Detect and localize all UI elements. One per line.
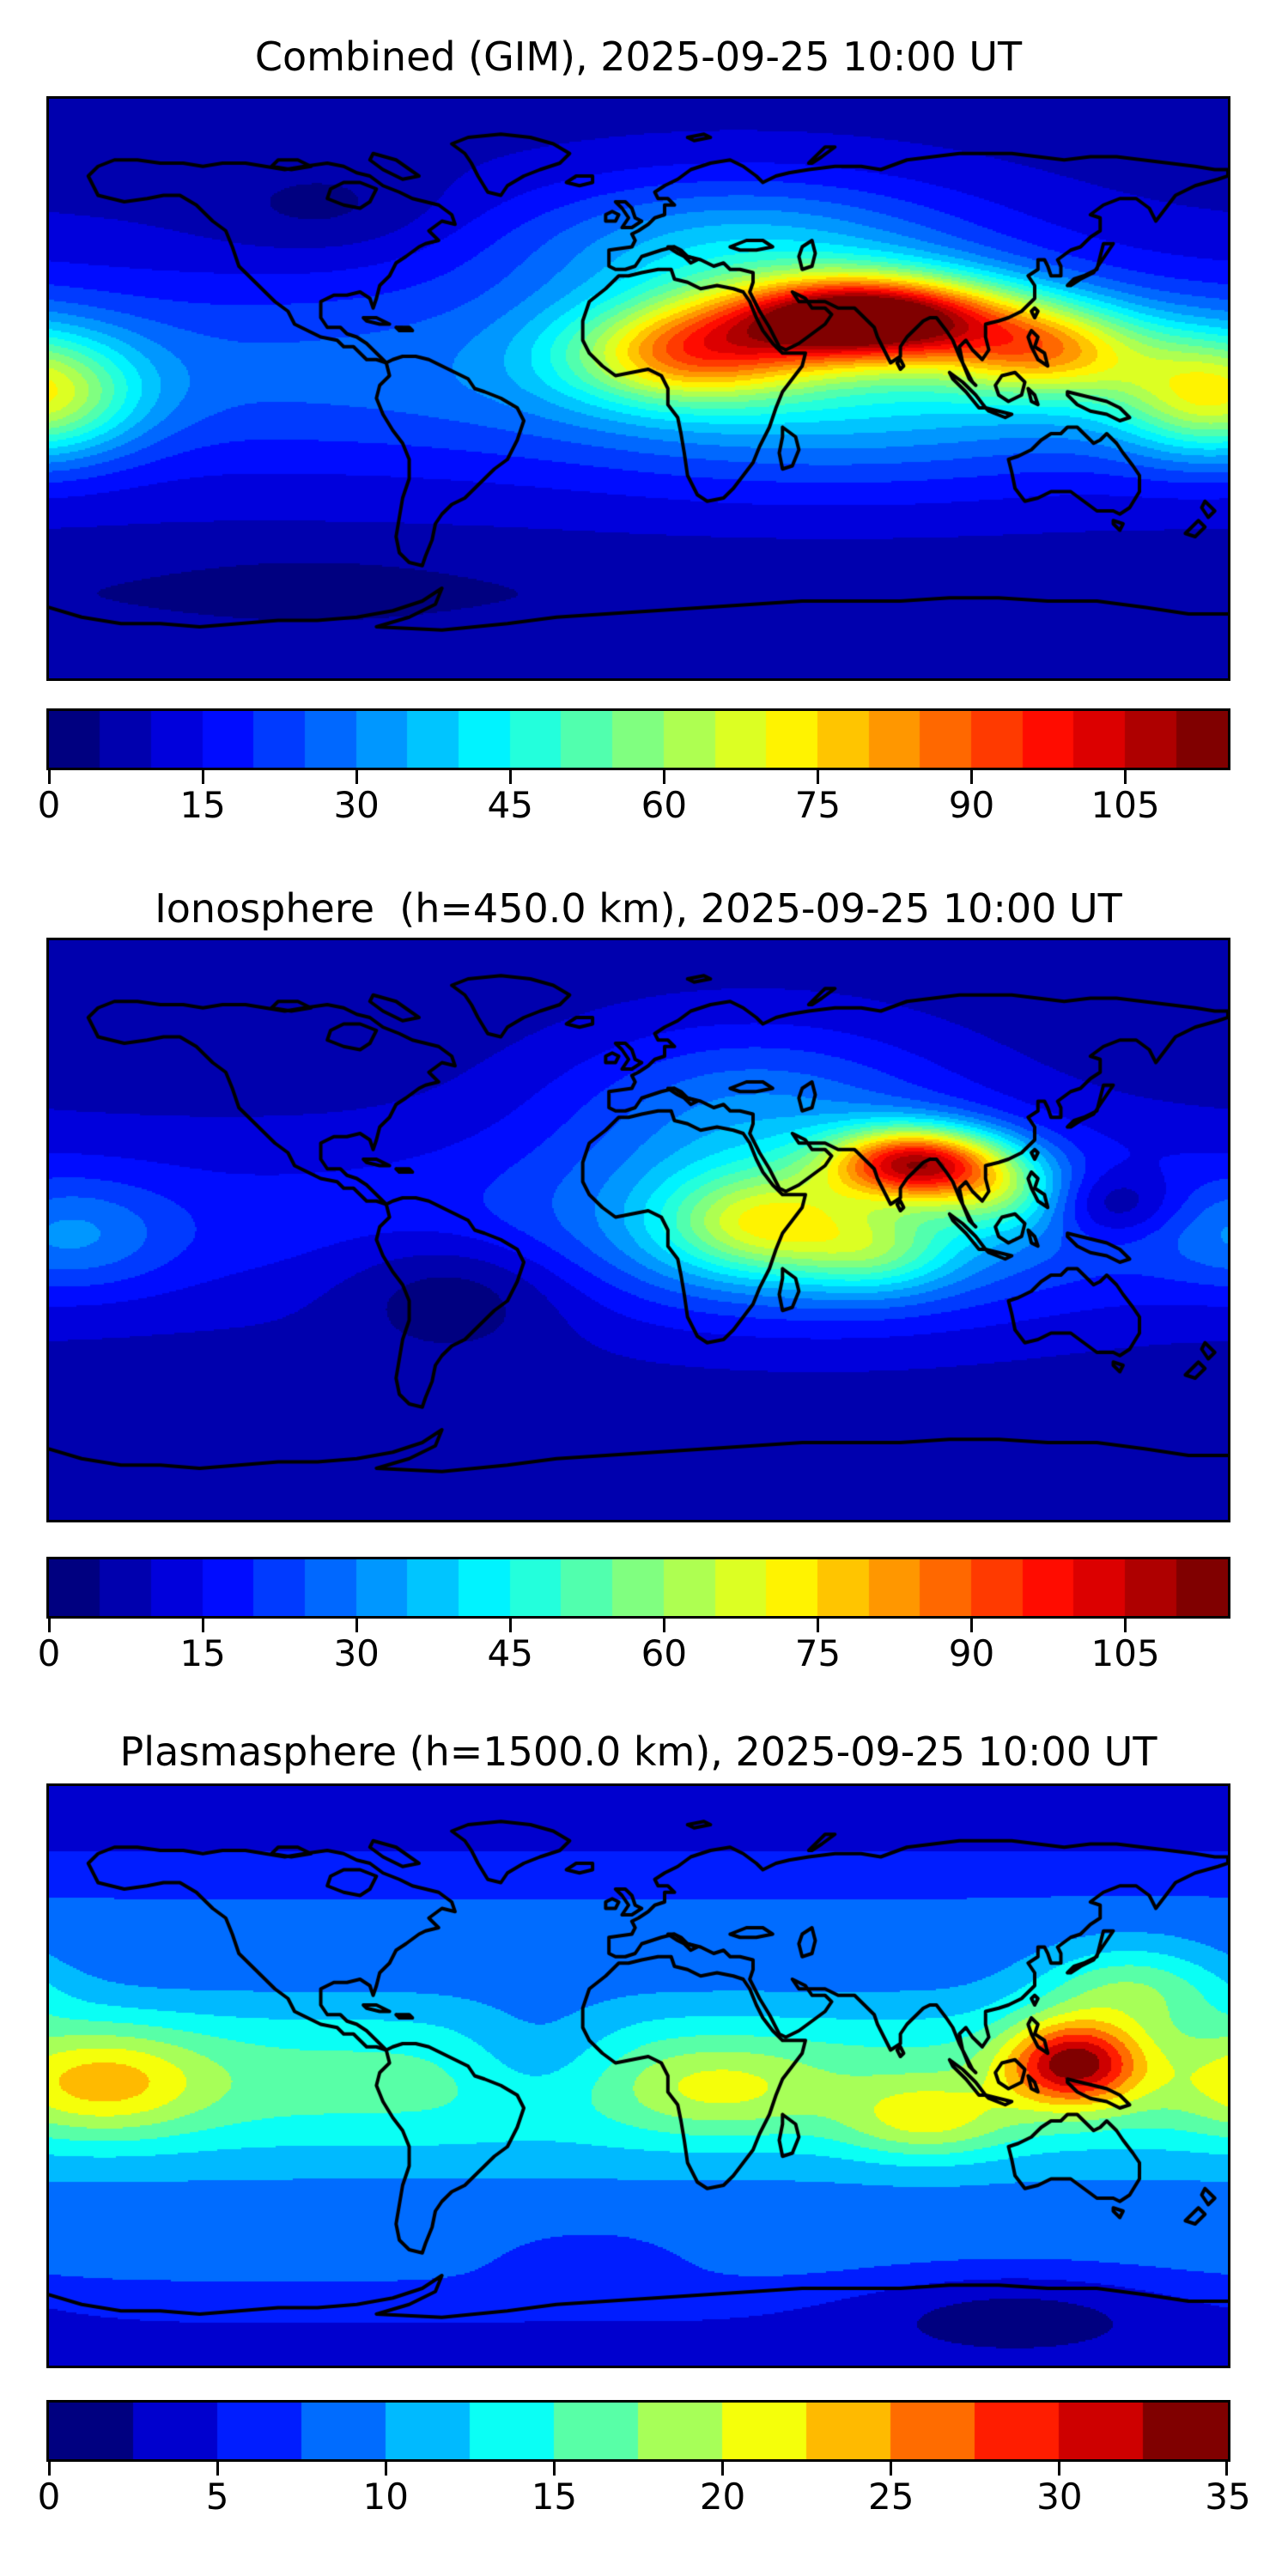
colorbar-tick-label: 5 (205, 2476, 229, 2518)
colorbar-tick-label: 15 (179, 784, 226, 826)
colorbar-labels-plasmasphere: 0 5 10 15 20 25 30 35 (38, 2475, 1251, 2523)
colorbar-tick-label: 35 (1205, 2476, 1251, 2518)
colorbar-tick-mark (47, 2462, 51, 2476)
colorbar-tick-mark (816, 1619, 819, 1632)
colorbar-combined (46, 708, 1230, 770)
colorbar-tick-label: 75 (794, 1632, 841, 1674)
colorbar-tick-mark (1124, 1619, 1127, 1632)
colorbar-tick-label: 60 (641, 784, 688, 826)
world-map-ionosphere (46, 938, 1230, 1522)
colorbar-tick-mark (355, 770, 358, 784)
colorbar-tick-label: 30 (333, 784, 380, 826)
colorbar-tick-mark (1058, 2462, 1061, 2476)
world-map-plasmasphere (46, 1783, 1230, 2368)
colorbar-tick-mark (508, 770, 512, 784)
colorbar-tick-mark (552, 2462, 556, 2476)
colorbar-tick-mark (216, 2462, 219, 2476)
colorbar-tick-label: 10 (362, 2476, 410, 2518)
colorbar-tick-label: 0 (37, 2476, 61, 2518)
colorbar-tick-mark (384, 2462, 387, 2476)
colorbar-tick-label: 90 (948, 784, 995, 826)
colorbar-tick-label: 0 (37, 784, 61, 826)
colorbar-ionosphere (46, 1557, 1230, 1619)
panel-title-ionosphere: Ionosphere (h=450.0 km), 2025-09-25 10:0… (155, 885, 1122, 932)
panel-title-plasmasphere: Plasmasphere (h=1500.0 km), 2025-09-25 1… (119, 1728, 1157, 1775)
colorbar-tick-label: 20 (699, 2476, 746, 2518)
colorbar-labels-ionosphere: 0 15 30 45 60 75 90 105 (38, 1631, 1228, 1680)
colorbar-tick-mark (662, 1619, 665, 1632)
world-map-combined (46, 96, 1230, 681)
colorbar-tick-label: 45 (487, 1632, 533, 1674)
colorbar-plasmasphere (46, 2400, 1230, 2462)
colorbar-tick-mark (721, 2462, 725, 2476)
colorbar-tick-label: 75 (794, 784, 841, 826)
colorbar-tick-label: 45 (487, 784, 533, 826)
colorbar-tick-label: 0 (37, 1632, 61, 1674)
colorbar-tick-mark (355, 1619, 358, 1632)
colorbar-tick-label: 15 (531, 2476, 578, 2518)
colorbar-tick-mark (47, 770, 51, 784)
colorbar-tick-mark (890, 2462, 893, 2476)
colorbar-tick-mark (201, 770, 204, 784)
colorbar-tick-mark (662, 770, 665, 784)
colorbar-tick-mark (201, 1619, 204, 1632)
colorbar-tick-mark (47, 1619, 51, 1632)
colorbar-tick-mark (1224, 2462, 1228, 2476)
colorbar-tick-mark (508, 1619, 512, 1632)
colorbar-tick-label: 30 (1036, 2476, 1083, 2518)
colorbar-tick-mark (816, 770, 819, 784)
colorbar-tick-mark (1124, 770, 1127, 784)
colorbar-tick-label: 30 (333, 1632, 380, 1674)
colorbar-tick-mark (970, 770, 974, 784)
colorbar-tick-label: 105 (1091, 784, 1160, 826)
colorbar-tick-label: 60 (641, 1632, 688, 1674)
colorbar-tick-label: 25 (867, 2476, 914, 2518)
colorbar-tick-label: 15 (179, 1632, 226, 1674)
colorbar-tick-label: 90 (948, 1632, 995, 1674)
colorbar-tick-label: 105 (1091, 1632, 1160, 1674)
colorbar-tick-mark (970, 1619, 974, 1632)
panel-title-combined: Combined (GIM), 2025-09-25 10:00 UT (254, 33, 1023, 80)
colorbar-labels-combined: 0 15 30 45 60 75 90 105 (38, 783, 1228, 831)
